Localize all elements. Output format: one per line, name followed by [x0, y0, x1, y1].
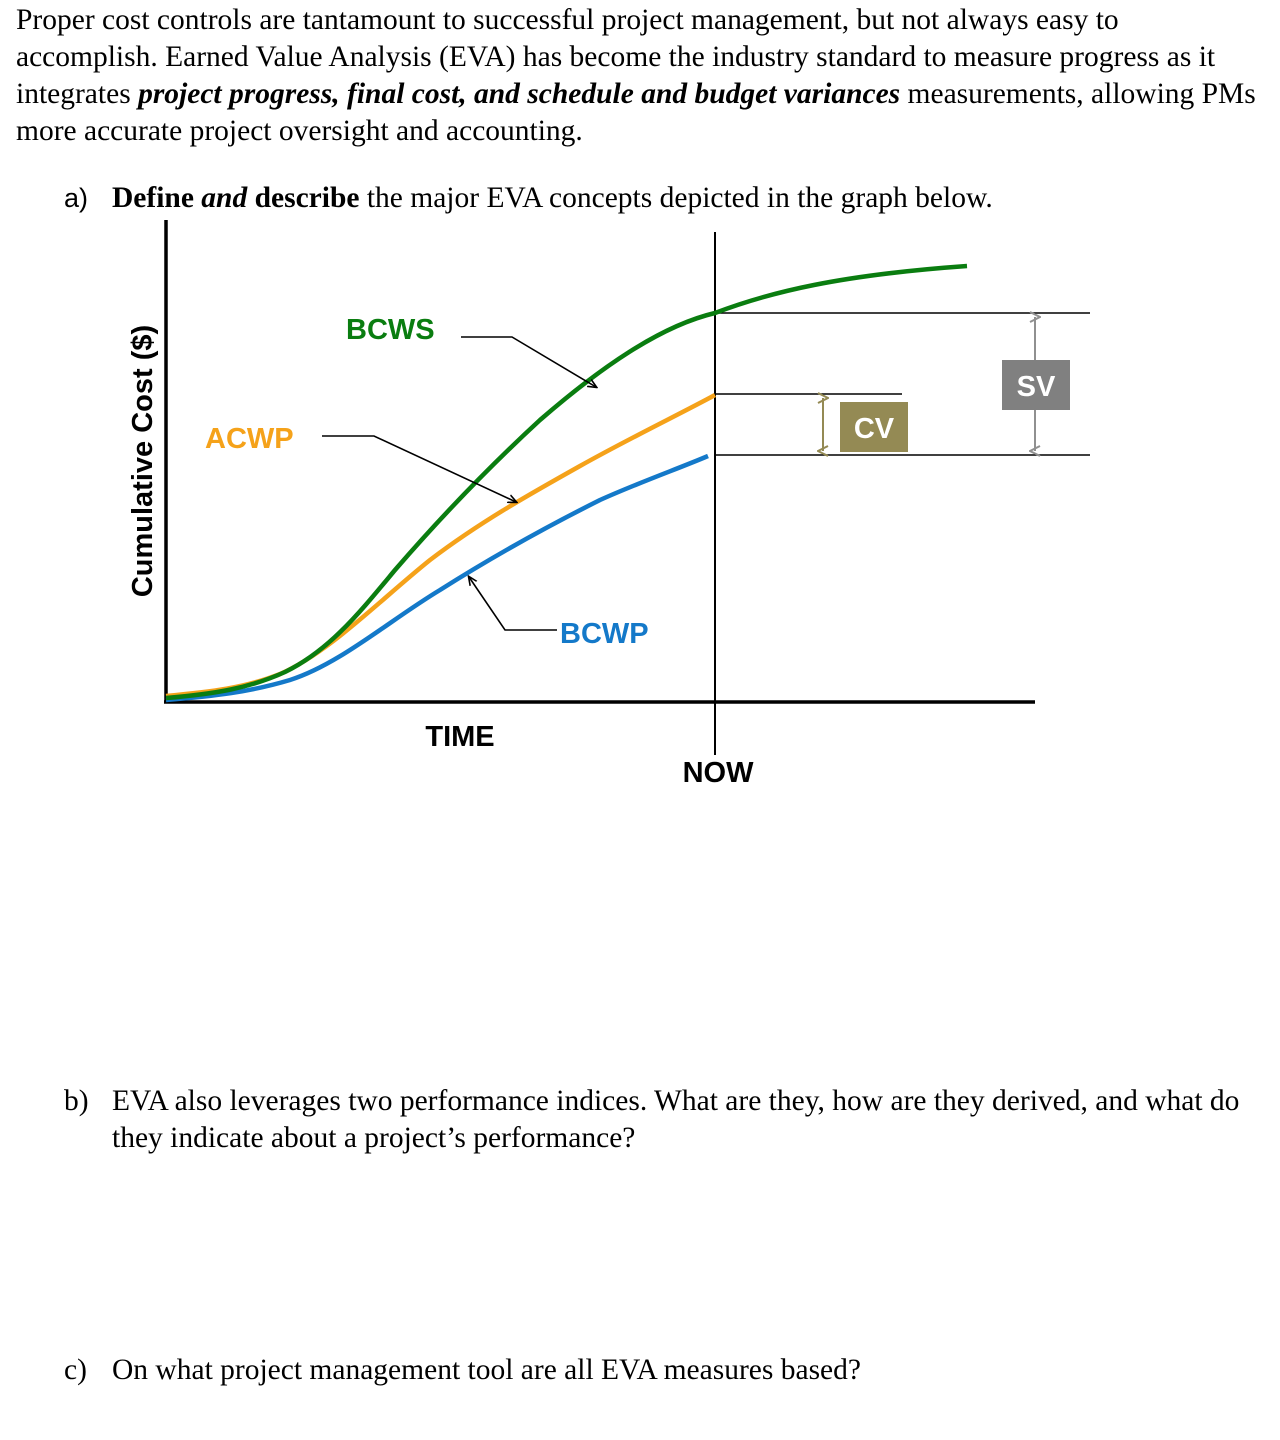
- question-c-text: On what project management tool are all …: [112, 1354, 861, 1386]
- question-b-text: EVA also leverages two performance indic…: [112, 1085, 1240, 1154]
- cv-label: CV: [854, 413, 895, 445]
- intro-paragraph: Proper cost controls are tantamount to s…: [16, 2, 1266, 150]
- question-a-marker: a): [64, 183, 89, 213]
- question-b-marker: b): [64, 1085, 89, 1117]
- question-c-marker: c): [64, 1354, 87, 1386]
- eva-chart: BCWS ACWP BCWP CV SV TIME NOW Cumulative…: [0, 215, 1280, 805]
- question-a-bold-italic: and: [201, 182, 248, 214]
- question-c: c) On what project management tool are a…: [64, 1352, 1264, 1389]
- now-label: NOW: [683, 757, 755, 789]
- sv-box: [1002, 360, 1070, 410]
- y-axis-label: Cumulative Cost ($): [127, 325, 159, 597]
- question-a-text: Define and describe the major EVA concep…: [64, 180, 1264, 217]
- acwp-leader-arrow: [322, 435, 516, 502]
- bcwp-curve: [165, 453, 709, 703]
- question-a-rest: the major EVA concepts depicted in the g…: [359, 182, 993, 214]
- bcwp-leader-arrow: [469, 577, 557, 631]
- question-a-bold-2: describe: [247, 182, 360, 214]
- question-a-bold-1: Define: [112, 182, 202, 214]
- intro-text-1: Proper cost controls are tantamount to s…: [16, 4, 1216, 110]
- intro-emphasis: project progress, final cost, and schedu…: [138, 78, 901, 110]
- acwp-label: ACWP: [205, 423, 294, 455]
- bcws-leader-arrow: [461, 336, 596, 387]
- bcwp-label: BCWP: [560, 618, 649, 650]
- sv-label: SV: [1017, 371, 1056, 403]
- intro-text-2: measurements, allowing PMs more accurate…: [16, 78, 1256, 147]
- bcws-label: BCWS: [346, 314, 435, 346]
- question-b: b) EVA also leverages two performance in…: [64, 1083, 1264, 1157]
- bcws-curve: [165, 263, 968, 701]
- question-a: a) Define and describe the major EVA con…: [64, 180, 1264, 217]
- x-axis-label: TIME: [425, 721, 494, 753]
- cv-box: [840, 402, 908, 452]
